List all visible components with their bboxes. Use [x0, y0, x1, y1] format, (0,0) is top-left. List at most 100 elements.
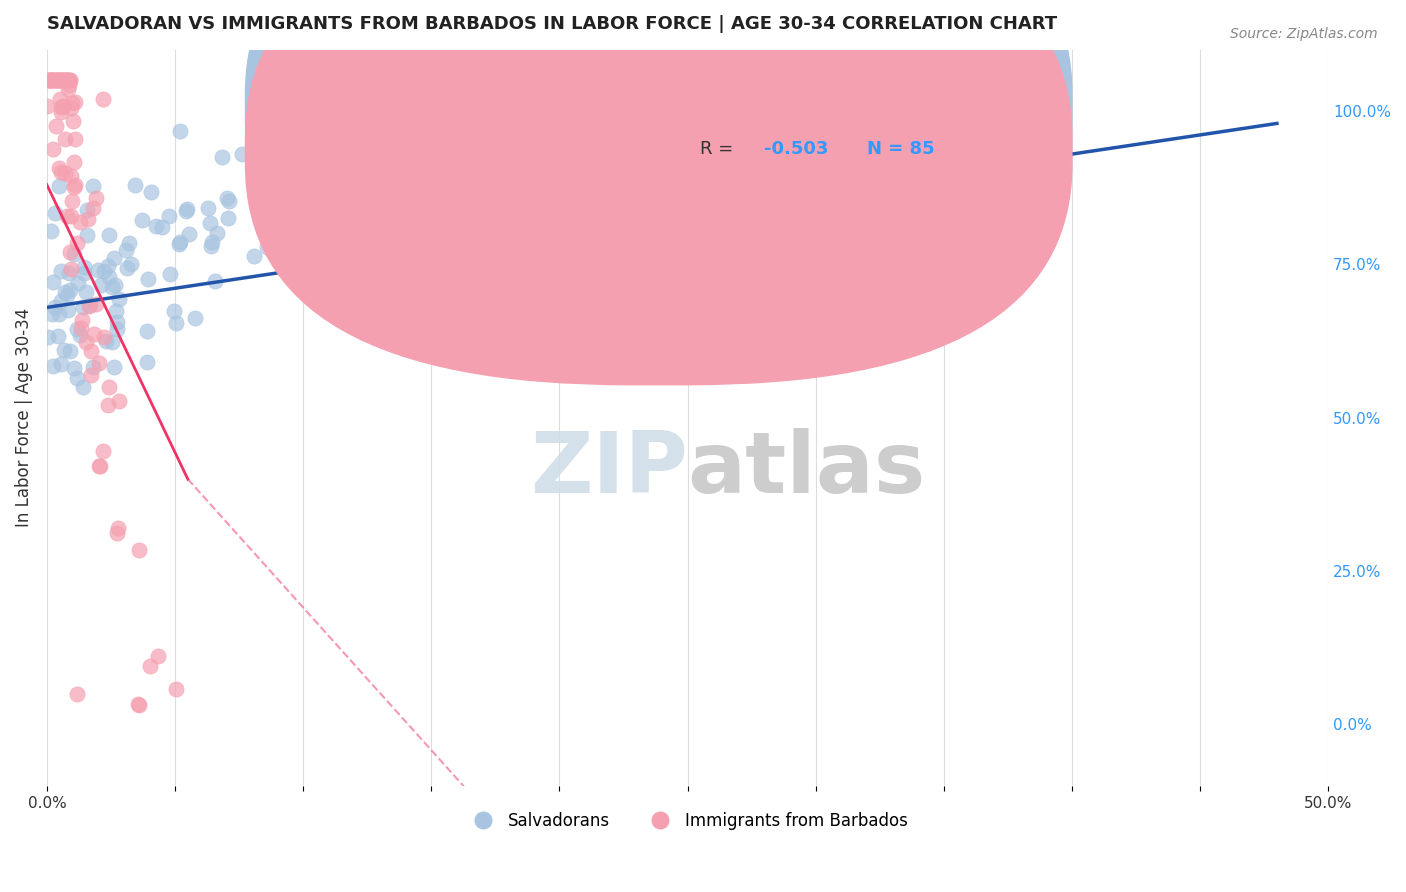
- Point: [56, 73, 79, 87]
- Point: [52, 98, 75, 112]
- Point: [163, 304, 186, 318]
- Point: [97, 228, 120, 243]
- Point: [103, 360, 125, 375]
- Point: [51, 73, 73, 87]
- Point: [128, 698, 150, 712]
- Point: [165, 682, 187, 697]
- Point: [49, 105, 72, 120]
- Text: 0.483: 0.483: [765, 96, 821, 114]
- Point: [56, 73, 79, 87]
- Point: [44, 300, 66, 314]
- Point: [84, 296, 107, 310]
- Point: [70, 320, 93, 334]
- Text: ZIP: ZIP: [530, 428, 688, 511]
- Point: [87, 262, 110, 277]
- Point: [304, 235, 326, 250]
- Text: Source: ZipAtlas.com: Source: ZipAtlas.com: [1230, 27, 1378, 41]
- Point: [58, 82, 80, 96]
- Text: R =: R =: [700, 140, 734, 158]
- Text: SALVADORAN VS IMMIGRANTS FROM BARBADOS IN LABOR FORCE | AGE 30-34 CORRELATION CH: SALVADORAN VS IMMIGRANTS FROM BARBADOS I…: [46, 15, 1057, 33]
- Point: [52, 73, 75, 87]
- Point: [44, 206, 66, 220]
- Point: [70, 313, 93, 327]
- Point: [65, 178, 87, 192]
- Point: [41, 307, 63, 321]
- Y-axis label: In Labor Force | Age 30-34: In Labor Force | Age 30-34: [15, 308, 32, 527]
- Point: [48, 161, 70, 175]
- Point: [69, 215, 91, 229]
- Point: [80, 368, 103, 382]
- Point: [87, 459, 110, 474]
- Point: [59, 73, 82, 87]
- Point: [101, 334, 124, 349]
- Point: [63, 360, 86, 375]
- Point: [120, 257, 142, 271]
- Point: [90, 277, 112, 292]
- Point: [97, 260, 120, 274]
- Point: [59, 343, 82, 358]
- Point: [49, 73, 72, 87]
- Point: [98, 380, 121, 394]
- Point: [271, 187, 294, 202]
- Point: [49, 263, 72, 277]
- Point: [38, 73, 60, 87]
- Point: [69, 327, 91, 342]
- Point: [131, 213, 153, 227]
- Point: [41, 73, 63, 87]
- Point: [332, 151, 354, 165]
- Point: [332, 193, 354, 207]
- Point: [270, 241, 292, 255]
- Point: [51, 100, 73, 114]
- Point: [165, 316, 187, 330]
- Point: [312, 211, 335, 225]
- Point: [41, 142, 63, 156]
- Text: atlas: atlas: [688, 428, 925, 511]
- Point: [49, 165, 72, 179]
- Point: [183, 809, 205, 823]
- Point: [326, 198, 349, 212]
- Point: [352, 202, 374, 216]
- Point: [169, 124, 191, 138]
- Point: [37, 330, 59, 344]
- Point: [48, 178, 70, 193]
- Point: [217, 211, 239, 225]
- Point: [396, 159, 419, 173]
- Point: [356, 128, 378, 143]
- Point: [115, 243, 138, 257]
- Point: [512, 73, 534, 87]
- Point: [441, 105, 464, 120]
- Point: [197, 201, 219, 215]
- Point: [177, 227, 200, 242]
- Point: [37, 73, 59, 87]
- Point: [159, 267, 181, 281]
- Point: [301, 176, 323, 190]
- Point: [200, 239, 222, 253]
- Point: [288, 127, 311, 141]
- Point: [76, 227, 98, 242]
- Point: [87, 356, 110, 370]
- Point: [66, 371, 89, 385]
- Point: [118, 236, 141, 251]
- Point: [41, 359, 63, 373]
- Point: [44, 73, 66, 87]
- Point: [41, 73, 63, 87]
- Point: [35, 98, 58, 112]
- Point: [115, 260, 138, 275]
- Point: [270, 229, 292, 244]
- Point: [135, 355, 157, 369]
- Point: [76, 203, 98, 218]
- Point: [150, 220, 173, 235]
- Point: [215, 191, 238, 205]
- Point: [67, 276, 90, 290]
- Point: [392, 120, 415, 135]
- Point: [108, 292, 131, 306]
- Point: [664, 73, 686, 87]
- Point: [136, 324, 159, 338]
- Point: [124, 178, 146, 193]
- Point: [49, 73, 72, 87]
- Point: [292, 218, 315, 232]
- Point: [65, 132, 87, 146]
- Point: [538, 73, 561, 87]
- Point: [48, 73, 70, 87]
- Point: [104, 304, 127, 318]
